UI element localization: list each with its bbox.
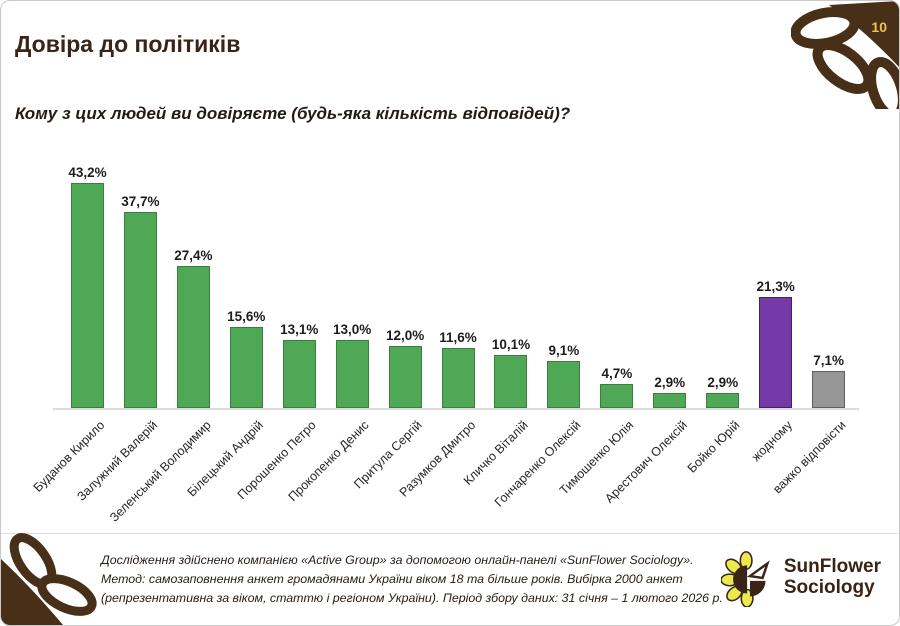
bar [706,392,740,408]
bar-slot-14: 21,3% жодному [749,146,802,464]
bar-chart: 43,2% Буданов Кирило 37,7% Залужний Валерій… [31,146,855,525]
bar [282,339,316,408]
footer-divider [1,533,899,534]
bar-value-label: 2,9% [654,374,686,390]
bar-slot-5: 13,1% Порошенко Петро [235,146,326,502]
methodology-line-3: (репрезентативна за віком, статтю і регі… [101,590,723,605]
bar-slot-3: 27,4% Зеленський Володимир [107,146,220,525]
logo-line-2: Sociology [783,577,875,598]
bar [600,383,634,408]
bar [547,360,581,408]
bar [653,392,687,408]
corner-flower-decoration-bottom-left [1,533,97,625]
page-number: 10 [871,19,887,35]
bar-value-label: 12,0% [385,327,425,343]
bar-slot-15: 7,1% важко відповісти [770,146,855,496]
sunflower-icon [720,551,770,607]
category-label: Бойко Юрій [684,418,743,476]
logo-text: SunFlower Sociology [784,557,881,598]
bar-slot-12: 2,9% Арестович Олексій [602,146,696,506]
bar-value-label: 43,2% [68,165,107,181]
x-axis-line [53,408,859,410]
bar-value-label: 2,9% [707,374,739,390]
category-label: жодному [749,418,796,465]
methodology-note: Дослідження здійснено компанією «Active … [101,551,726,608]
logo-line-1: SunFlower [783,556,881,578]
bar-value-label: 7,1% [813,353,844,369]
bar [176,265,210,408]
bar-slot-1: 43,2% Буданов Кирило [31,146,114,494]
bar-slot-7: 12,0% Притула Сергій [352,146,432,492]
bar [70,183,104,408]
methodology-line-1: Дослідження здійснено компанією «Active … [101,553,694,567]
bar-value-label: 27,4% [174,247,213,263]
bar-value-label: 13,0% [333,322,372,338]
sunflower-sociology-logo: SunFlower Sociology [720,549,881,607]
bar-value-label: 37,7% [121,193,160,209]
bar [494,355,528,408]
page-title: Довіра до політиків [15,31,241,57]
corner-flower-decoration-top-right [791,1,899,109]
question-subtitle: Кому з цих людей ви довіряєте (будь-яка … [15,104,571,123]
bar [759,297,793,408]
bar-slot-4: 15,6% Білецький Андрій [185,146,273,499]
bar [441,347,475,408]
bar-slot-6: 13,0% Прокопенко Денис [286,146,379,504]
bar-value-label: 13,1% [280,321,319,337]
methodology-line-2: Метод: самозаповнення анкет громадянами … [101,571,683,586]
bar [335,340,369,408]
bar-slot-13: 2,9% Бойко Юрій [685,146,749,476]
bar-slot-10: 9,1% Гончаренко Олексій [492,146,590,510]
bar-value-label: 10,1% [491,337,531,353]
bar [229,326,263,408]
bar [123,211,157,408]
bar-value-label: 4,7% [601,365,633,381]
bars-container: 43,2% Буданов Кирило 37,7% Залужний Валерій… [31,146,855,525]
bar-slot-9: 10,1% Кличко Віталій [461,146,538,487]
bar-slot-11: 4,7% Тимошенко Юлія [557,146,643,498]
category-label: Зеленський Володимир [106,418,214,525]
bar-value-label: 15,6% [227,308,266,324]
bar [812,371,846,408]
bar-slot-2: 37,7% Залужний Валерій [75,146,167,504]
bar [388,345,422,408]
bar-value-label: 9,1% [548,342,580,358]
bar-value-label: 21,3% [756,279,795,295]
bar-slot-8: 11,6% Разумков Дмитро [396,146,485,500]
bar-value-label: 11,6% [439,329,477,345]
